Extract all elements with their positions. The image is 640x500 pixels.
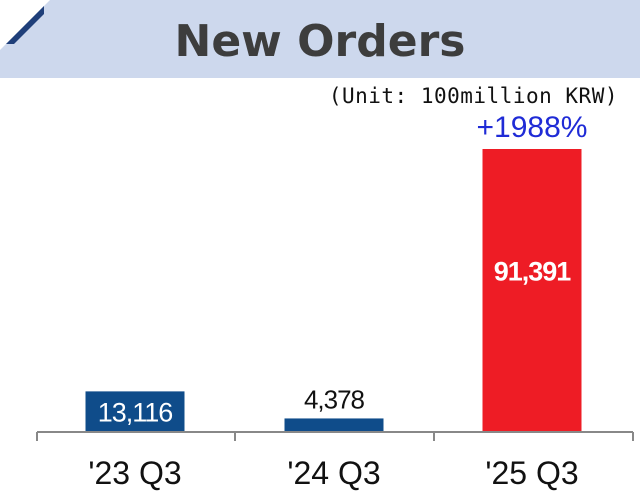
- data-label: 4,378: [304, 384, 365, 414]
- x-tick-label: '25 Q3: [485, 455, 578, 491]
- bar-0: [85, 391, 185, 432]
- data-label: 13,116: [98, 398, 173, 428]
- bar-1: [284, 418, 384, 432]
- growth-annotation: +1988%: [477, 111, 588, 144]
- unit-label: (Unit: 100million KRW): [328, 84, 618, 108]
- data-label: 91,391: [494, 257, 572, 287]
- bar-2: [482, 149, 582, 432]
- x-tick-label: '23 Q3: [88, 455, 181, 491]
- chart-title: New Orders: [174, 16, 466, 67]
- title-bar: [0, 0, 640, 78]
- x-tick-label: '24 Q3: [287, 455, 380, 491]
- corner-triangle-icon: [0, 0, 50, 50]
